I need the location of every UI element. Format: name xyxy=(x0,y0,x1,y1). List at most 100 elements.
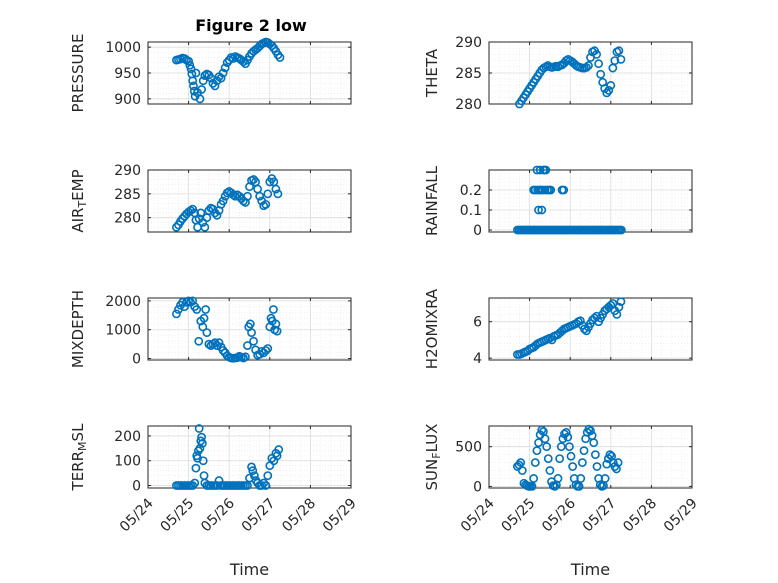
data-point xyxy=(182,297,191,307)
axes-box xyxy=(147,169,352,233)
data-point xyxy=(212,481,222,490)
y-tick-label: 500 xyxy=(455,440,482,456)
data-point xyxy=(196,208,206,218)
y-axis-label: PRESSURE xyxy=(69,34,87,113)
data-point xyxy=(243,191,252,201)
data-point xyxy=(584,61,593,70)
series-points xyxy=(172,174,283,232)
data-point xyxy=(184,56,193,66)
y-tick-label: 280 xyxy=(114,211,141,227)
y-axis-label: THETA xyxy=(423,48,441,98)
data-point xyxy=(195,94,205,104)
y-tick-label: 280 xyxy=(455,97,482,113)
data-point xyxy=(218,196,228,206)
y-tick-label: 100 xyxy=(114,454,141,470)
data-point xyxy=(191,463,201,473)
x-tick-label: 05/27 xyxy=(580,495,620,535)
data-point xyxy=(566,451,576,461)
y-axis-label: RAINFALL xyxy=(423,165,441,236)
data-point xyxy=(202,328,212,338)
y-axis-label: TERRMSL xyxy=(69,423,89,492)
data-point xyxy=(212,210,222,220)
data-point xyxy=(263,344,273,353)
data-point xyxy=(577,458,587,467)
y-tick-label: 1000 xyxy=(105,323,141,339)
data-point xyxy=(564,442,574,452)
data-point xyxy=(610,56,620,65)
data-point xyxy=(537,205,547,215)
data-point xyxy=(616,225,626,235)
data-point xyxy=(239,57,248,67)
data-point xyxy=(541,165,551,175)
axes-box xyxy=(488,297,693,361)
data-point xyxy=(201,305,211,314)
data-point xyxy=(596,69,606,79)
y-tick-label: 4 xyxy=(473,351,482,367)
data-point xyxy=(550,482,560,491)
data-point xyxy=(546,185,556,195)
data-point xyxy=(616,297,626,307)
y-tick-label: 1000 xyxy=(105,40,141,56)
data-point xyxy=(534,438,543,448)
data-point xyxy=(261,481,271,490)
series-points xyxy=(513,165,626,235)
data-point xyxy=(582,63,591,72)
subplot-pressure: 900 950 1000 PRESSURE xyxy=(69,34,352,113)
subplot-rainfall: 0 0.1 0.2 RAINFALL xyxy=(423,165,693,239)
series-points xyxy=(172,37,285,104)
data-point xyxy=(232,353,242,363)
data-point xyxy=(247,462,256,472)
data-point xyxy=(606,300,616,310)
data-point xyxy=(592,50,601,59)
data-point xyxy=(198,456,208,466)
y-tick-label: 285 xyxy=(455,66,482,82)
x-tick-label: 05/26 xyxy=(198,495,238,535)
data-point xyxy=(606,81,616,90)
data-point xyxy=(517,466,527,475)
data-point xyxy=(580,324,589,334)
data-point xyxy=(178,297,187,307)
data-point xyxy=(198,76,208,86)
data-point xyxy=(255,191,265,201)
data-point xyxy=(200,222,210,232)
y-tick-label: 0 xyxy=(473,479,482,495)
data-point xyxy=(188,76,198,86)
data-point xyxy=(616,54,626,64)
data-point xyxy=(540,434,550,444)
data-point xyxy=(559,185,569,195)
series-points xyxy=(513,297,626,359)
y-tick-label: 900 xyxy=(114,92,141,108)
data-point xyxy=(516,458,526,467)
data-point xyxy=(605,450,615,460)
data-point xyxy=(604,85,614,95)
data-point xyxy=(199,313,209,323)
y-tick-label: 290 xyxy=(455,35,482,51)
y-tick-label: 0 xyxy=(132,479,141,495)
data-point xyxy=(259,478,269,488)
data-point xyxy=(535,165,545,175)
data-point xyxy=(197,85,206,94)
data-point xyxy=(184,296,193,306)
y-axis-label: H2OMIXRA xyxy=(423,288,441,369)
data-point xyxy=(269,305,278,314)
data-point xyxy=(568,462,578,471)
y-tick-label: 6 xyxy=(473,315,482,331)
data-point xyxy=(180,302,189,312)
data-point xyxy=(589,438,599,448)
data-point xyxy=(247,328,256,338)
data-point xyxy=(594,59,604,69)
axes-box xyxy=(147,297,352,361)
data-point xyxy=(556,442,566,452)
data-point xyxy=(263,471,273,480)
data-point xyxy=(218,68,228,78)
data-point xyxy=(198,438,207,448)
data-point xyxy=(214,338,224,348)
x-tick-label: 05/28 xyxy=(620,495,660,535)
data-point xyxy=(561,427,571,437)
series-points xyxy=(515,46,626,109)
data-point xyxy=(542,442,552,452)
data-point xyxy=(574,482,584,491)
data-point xyxy=(529,474,539,483)
series-points xyxy=(172,296,282,363)
